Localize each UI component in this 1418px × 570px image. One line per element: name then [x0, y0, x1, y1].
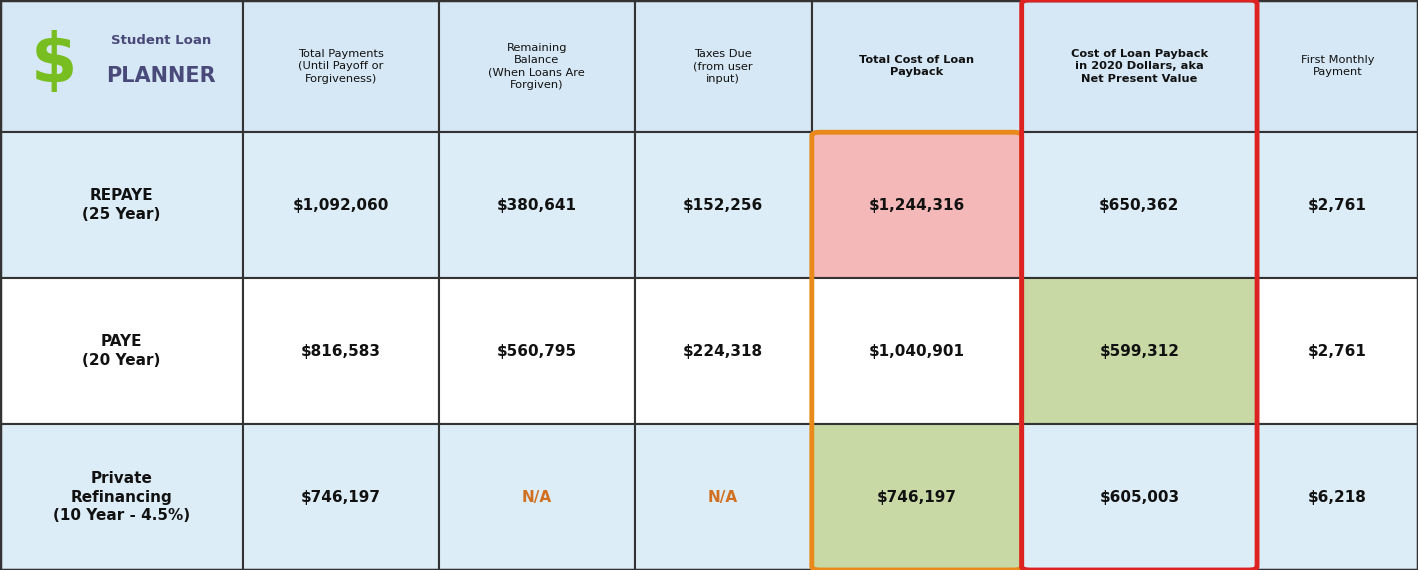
Text: First Monthly
Payment: First Monthly Payment: [1300, 55, 1374, 78]
Bar: [440, 132, 635, 278]
Text: Private
Refinancing
(10 Year - 4.5%): Private Refinancing (10 Year - 4.5%): [52, 471, 190, 523]
Bar: [1021, 0, 1258, 132]
Text: REPAYE
(25 Year): REPAYE (25 Year): [82, 189, 160, 222]
Text: $560,795: $560,795: [496, 344, 577, 359]
Bar: [811, 132, 1021, 278]
Bar: [0, 0, 244, 132]
Bar: [0, 132, 244, 278]
Text: $152,256: $152,256: [683, 198, 763, 213]
Bar: [1021, 278, 1258, 424]
Text: Total Cost of Loan
Payback: Total Cost of Loan Payback: [859, 55, 974, 78]
Text: $: $: [30, 30, 77, 96]
Text: Taxes Due
(from user
input): Taxes Due (from user input): [693, 48, 753, 84]
Bar: [244, 0, 440, 132]
Text: $380,641: $380,641: [496, 198, 577, 213]
Text: $6,218: $6,218: [1307, 490, 1367, 504]
Bar: [440, 424, 635, 570]
Bar: [244, 424, 440, 570]
Bar: [811, 424, 1021, 570]
Text: $1,092,060: $1,092,060: [294, 198, 389, 213]
Text: Student Loan: Student Loan: [111, 34, 211, 47]
Text: N/A: N/A: [522, 490, 552, 504]
Bar: [635, 132, 811, 278]
Bar: [244, 278, 440, 424]
Bar: [811, 278, 1021, 424]
Bar: [1256, 0, 1418, 132]
Text: $816,583: $816,583: [301, 344, 381, 359]
Bar: [1256, 132, 1418, 278]
Text: $2,761: $2,761: [1307, 344, 1367, 359]
Text: $650,362: $650,362: [1099, 198, 1180, 213]
Text: Remaining
Balance
(When Loans Are
Forgiven): Remaining Balance (When Loans Are Forgiv…: [488, 43, 586, 89]
Text: Total Payments
(Until Payoff or
Forgiveness): Total Payments (Until Payoff or Forgiven…: [298, 48, 384, 84]
Text: $1,040,901: $1,040,901: [869, 344, 964, 359]
Bar: [440, 278, 635, 424]
Bar: [1256, 278, 1418, 424]
Text: $746,197: $746,197: [301, 490, 381, 504]
Text: $746,197: $746,197: [876, 490, 957, 504]
Bar: [0, 278, 244, 424]
Bar: [635, 424, 811, 570]
Text: N/A: N/A: [708, 490, 739, 504]
Text: $2,761: $2,761: [1307, 198, 1367, 213]
Bar: [440, 0, 635, 132]
Bar: [635, 278, 811, 424]
Bar: [1256, 424, 1418, 570]
Bar: [1021, 132, 1258, 278]
Text: $599,312: $599,312: [1099, 344, 1180, 359]
Bar: [811, 0, 1021, 132]
Bar: [0, 424, 244, 570]
Text: $605,003: $605,003: [1099, 490, 1180, 504]
Bar: [244, 132, 440, 278]
Text: Cost of Loan Payback
in 2020 Dollars, aka
Net Present Value: Cost of Loan Payback in 2020 Dollars, ak…: [1071, 48, 1208, 84]
Text: $224,318: $224,318: [683, 344, 763, 359]
Bar: [1021, 424, 1258, 570]
Text: PAYE
(20 Year): PAYE (20 Year): [82, 335, 160, 368]
Text: $1,244,316: $1,244,316: [869, 198, 964, 213]
Text: PLANNER: PLANNER: [106, 66, 216, 87]
Bar: [635, 0, 811, 132]
